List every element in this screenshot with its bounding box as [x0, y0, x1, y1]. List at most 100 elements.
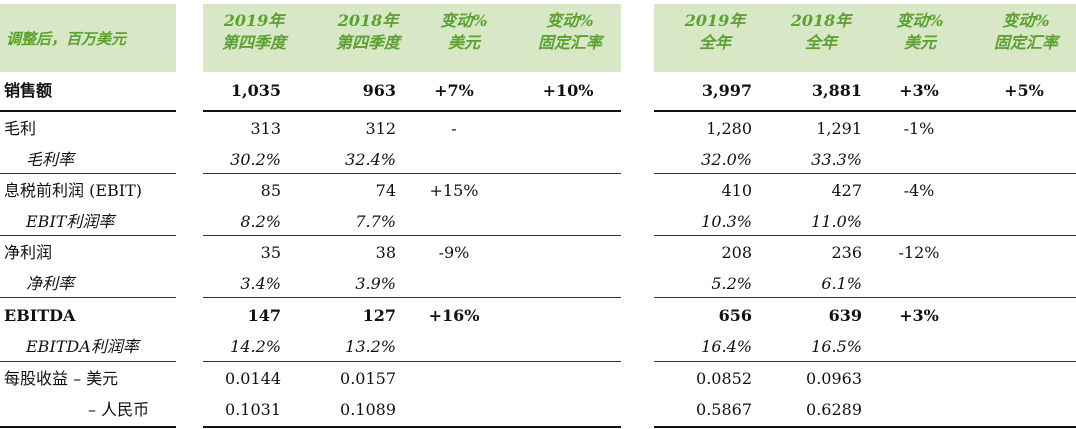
col-header-change-cfx-fy: 变动% 固定汇率: [978, 10, 1074, 54]
value-cell: 5.2%: [711, 274, 752, 293]
value-cell: 208: [721, 243, 752, 262]
value-cell: [520, 268, 616, 299]
value-cell: 410: [721, 181, 752, 200]
row-divider: [203, 173, 621, 174]
value-cell: 1,280: [706, 119, 752, 138]
value-cell: [976, 113, 1072, 144]
col-header-line2: 第四季度: [221, 33, 286, 52]
value-cell: -4%: [903, 181, 935, 200]
col-header-change-cfx-q: 变动% 固定汇率: [522, 10, 618, 54]
value-cell: 14.2%: [230, 337, 281, 356]
table-row: 销售额 1,035 963 +7% +10% 3,997 3,881 +3% +5%: [0, 75, 1076, 106]
value-cell: [520, 363, 616, 394]
value-cell: [878, 268, 960, 299]
value-cell: 11.0%: [811, 212, 862, 231]
value-cell: [420, 206, 488, 237]
value-cell: 85: [260, 181, 281, 200]
value-cell: 0.0157: [340, 369, 396, 388]
table-row: 净利率 3.4% 3.9% 5.2% 6.1%: [0, 268, 1076, 299]
value-cell: 0.1031: [225, 400, 281, 419]
value-cell: +16%: [428, 306, 480, 325]
value-cell: [420, 394, 488, 425]
value-cell: 427: [831, 181, 862, 200]
value-cell: [520, 394, 616, 425]
value-cell: 963: [362, 81, 396, 100]
value-cell: 656: [718, 306, 752, 325]
row-label: 净利率: [26, 274, 75, 293]
col-header-2019-fy: 2019年 全年: [670, 10, 760, 54]
col-header-line1: 变动%: [546, 11, 594, 30]
row-label: EBITDA: [4, 306, 76, 325]
value-cell: [520, 300, 616, 331]
col-header-line1: 2018年: [790, 11, 852, 30]
value-cell: 0.1089: [340, 400, 396, 419]
value-cell: 639: [828, 306, 862, 325]
col-header-change-usd-q: 变动% 美元: [424, 10, 504, 54]
value-cell: [976, 300, 1072, 331]
value-cell: +7%: [434, 81, 474, 100]
value-cell: 0.6289: [806, 400, 862, 419]
value-cell: [976, 363, 1072, 394]
value-cell: 38: [375, 243, 396, 262]
value-cell: [878, 363, 960, 394]
value-cell: 3,997: [701, 81, 752, 100]
row-divider: [0, 361, 176, 362]
col-header-line2: 美元: [447, 33, 480, 52]
table-row: 毛利 313 312 - 1,280 1,291 -1%: [0, 113, 1076, 144]
col-header-line2: 固定汇率: [993, 33, 1058, 52]
value-cell: 33.3%: [811, 150, 862, 169]
table-row: EBITDA利润率 14.2% 13.2% 16.4% 16.5%: [0, 331, 1076, 362]
value-cell: [976, 237, 1072, 268]
value-cell: 312: [365, 119, 396, 138]
value-cell: 0.0963: [806, 369, 862, 388]
value-cell: 0.5867: [696, 400, 752, 419]
row-divider: [203, 235, 621, 236]
value-cell: +5%: [1004, 81, 1044, 100]
value-cell: [976, 175, 1072, 206]
value-cell: 127: [362, 306, 396, 325]
value-cell: 32.0%: [701, 150, 752, 169]
value-cell: 16.4%: [701, 337, 752, 356]
value-cell: 32.4%: [345, 150, 396, 169]
row-label: 毛利: [4, 119, 37, 138]
value-cell: [520, 113, 616, 144]
value-cell: +3%: [899, 306, 939, 325]
row-divider: [0, 110, 176, 112]
row-label: 净利润: [4, 243, 53, 262]
header-quarter-band: [203, 4, 621, 72]
row-label: EBIT利润率: [26, 212, 115, 231]
row-divider: [0, 426, 176, 428]
value-cell: [520, 331, 616, 362]
row-divider: [203, 426, 621, 428]
table-row: 息税前利润 (EBIT) 85 74 +15% 410 427 -4%: [0, 175, 1076, 206]
value-cell: 10.3%: [701, 212, 752, 231]
value-cell: 74: [375, 181, 396, 200]
value-cell: [878, 144, 960, 175]
row-divider: [654, 110, 1076, 112]
value-cell: [878, 206, 960, 237]
value-cell: 3.4%: [240, 274, 281, 293]
value-cell: [420, 268, 488, 299]
col-header-line1: 2018年: [337, 11, 399, 30]
value-cell: 35: [260, 243, 281, 262]
row-divider: [654, 235, 1076, 236]
col-header-2018-q4: 2018年 第四季度: [320, 10, 416, 54]
value-cell: +3%: [899, 81, 939, 100]
value-cell: -1%: [903, 119, 935, 138]
row-divider: [203, 297, 621, 298]
value-cell: -12%: [898, 243, 940, 262]
row-divider: [654, 297, 1076, 298]
value-cell: [420, 144, 488, 175]
value-cell: [520, 206, 616, 237]
value-cell: +15%: [429, 181, 479, 200]
row-divider: [654, 426, 1076, 428]
row-label: 每股收益 – 美元: [4, 369, 119, 388]
row-label: 息税前利润 (EBIT): [4, 181, 143, 200]
col-header-change-usd-fy: 变动% 美元: [880, 10, 960, 54]
value-cell: [976, 268, 1072, 299]
value-cell: 313: [250, 119, 281, 138]
header-fullyear-band: [654, 4, 1076, 72]
value-cell: -9%: [438, 243, 470, 262]
value-cell: -: [451, 119, 457, 138]
table-row: 净利润 35 38 -9% 208 236 -12%: [0, 237, 1076, 268]
